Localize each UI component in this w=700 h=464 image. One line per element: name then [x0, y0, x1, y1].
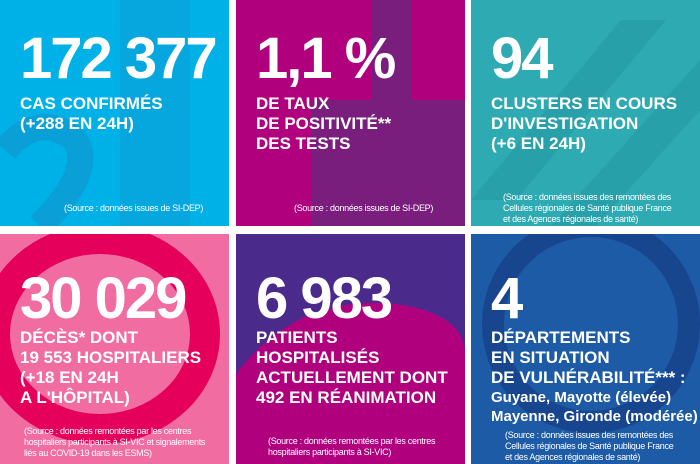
tile-value: 94 — [491, 26, 553, 91]
tile-source: (Source : données issues de SI-DEP) — [64, 203, 204, 213]
tile-value: 30 029 — [20, 266, 187, 331]
plus-decoration — [312, 0, 465, 226]
tile-positivity-rate: 1,1 % DE TAUX DE POSITIVITÉ** DES TESTS … — [236, 0, 465, 226]
tile-source: (Source : données issues des remontées d… — [505, 430, 674, 462]
tile-source: (Source : données issues de SI-DEP) — [294, 203, 434, 213]
tile-vulnerability: 4 DÉPARTEMENTS EN SITUATION DE VULNÉRABI… — [471, 234, 700, 464]
tile-value: 172 377 — [20, 26, 218, 91]
tile-source: (Source : données issues des remontées d… — [503, 192, 672, 224]
tile-hospitalized: 6 983 PATIENTS HOSPITALISÉS ACTUELLEMENT… — [236, 234, 465, 464]
tile-clusters: 94 CLUSTERS EN COURS D'INVESTIGATION (+6… — [471, 0, 700, 226]
tile-source: (Source : données remontées par les cent… — [24, 426, 206, 458]
tile-label: CAS CONFIRMÉS (+288 EN 24H) — [20, 94, 163, 133]
tile-deaths: 30 029 DÉCÈS* DONT 19 553 HOSPITALIERS (… — [0, 234, 229, 464]
tile-label: PATIENTS HOSPITALISÉS ACTUELLEMENT DONT … — [256, 328, 448, 407]
tile-value: 1,1 % — [256, 26, 396, 91]
circle-decoration — [0, 234, 220, 444]
tile-confirmed-cases: 172 377 CAS CONFIRMÉS (+288 EN 24H) (Sou… — [0, 0, 229, 226]
tile-value: 4 — [491, 266, 523, 331]
tile-label: CLUSTERS EN COURS D'INVESTIGATION (+6 EN… — [491, 94, 678, 153]
background-digits-decoration — [0, 0, 190, 226]
arrow-decoration — [471, 20, 700, 226]
tile-value: 6 983 — [256, 266, 393, 331]
tile-label: DE TAUX DE POSITIVITÉ** DES TESTS — [256, 94, 392, 153]
tile-source: (Source : données remontées par les cent… — [268, 436, 436, 457]
tile-label: DÉPARTEMENTS EN SITUATION DE VULNÉRABILI… — [491, 328, 686, 387]
blob-decoration — [236, 302, 465, 464]
tile-detail: Guyane, Mayotte (élevée) Mayenne, Girond… — [491, 389, 698, 425]
info-icon-decoration — [482, 234, 700, 433]
tile-label: DÉCÈS* DONT 19 553 HOSPITALIERS (+18 EN … — [20, 328, 202, 407]
